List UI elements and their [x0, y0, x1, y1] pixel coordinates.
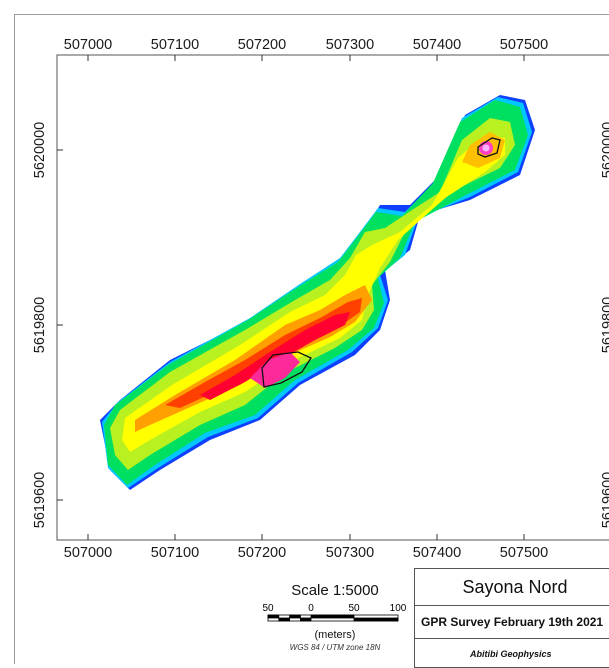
bottom-x-label: 507200	[238, 545, 286, 561]
project-name: Sayona Nord	[415, 569, 609, 606]
top-x-label: 507000	[64, 37, 112, 53]
bottom-x-label: 507300	[326, 545, 374, 561]
heatmap-band-magenta	[250, 352, 300, 388]
scale-units: (meters)	[314, 629, 356, 641]
scale-bar-segments	[267, 614, 399, 622]
scale-bar-label: 50	[348, 603, 360, 614]
top-x-label: 507100	[151, 37, 199, 53]
projection-label: WGS 84 / UTM zone 18N	[289, 643, 381, 652]
scale-bar-label: 100	[390, 603, 407, 614]
bottom-x-label: 507400	[413, 545, 461, 561]
scale-bar: 50 0 50 100	[262, 603, 407, 622]
bottom-x-label: 507500	[500, 545, 548, 561]
heatmap-peak-ne-core	[482, 144, 490, 152]
heatmap-band-red	[165, 298, 362, 408]
top-x-label: 507400	[413, 37, 461, 53]
map-frame	[14, 14, 609, 664]
left-y-label: 5619800	[32, 297, 48, 353]
top-x-label: 507200	[238, 37, 286, 53]
top-tick-marks	[87, 55, 525, 61]
gpr-anomaly-heatmap	[100, 95, 535, 490]
right-y-label: 5619600	[600, 472, 609, 528]
bottom-x-label: 507100	[151, 545, 199, 561]
right-y-label: 5620000	[600, 122, 609, 178]
top-x-label: 507500	[500, 37, 548, 53]
scale-bar-label: 50	[262, 603, 274, 614]
anomaly-outline-ne	[477, 137, 501, 158]
bottom-tick-marks	[87, 534, 525, 540]
survey-title: GPR Survey February 19th 2021	[415, 606, 609, 639]
left-y-label: 5620000	[32, 122, 48, 178]
left-tick-marks	[57, 149, 63, 501]
anomaly-outline-sw	[261, 351, 312, 388]
right-y-label: 5619800	[600, 297, 609, 353]
scale-title: Scale 1:5000	[291, 582, 379, 599]
company-name: Abitibi Geophysics	[470, 649, 552, 659]
bottom-x-label: 507000	[64, 545, 112, 561]
heatmap-band-crimson	[200, 312, 350, 400]
scale-block: Scale 1:5000 50 0 50 100 (meters) WGS 84…	[260, 582, 410, 662]
scale-bar-label: 0	[308, 603, 314, 614]
left-y-label: 5619600	[32, 472, 48, 528]
title-block: Sayona Nord GPR Survey February 19th 202…	[414, 568, 609, 668]
top-x-label: 507300	[326, 37, 374, 53]
